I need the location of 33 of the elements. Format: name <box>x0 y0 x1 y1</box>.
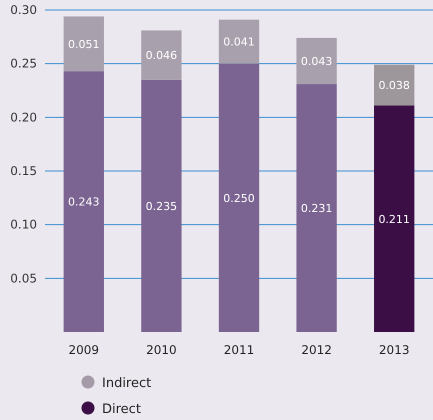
bar <box>374 64 414 106</box>
y-tick-label: 0.05 <box>10 271 37 286</box>
data-label: 0.043 <box>300 54 332 68</box>
x-tick-label: 2011 <box>224 343 254 357</box>
data-label: 0.038 <box>378 79 410 92</box>
y-tick-label: 0.20 <box>10 110 37 124</box>
legend-label: Indirect <box>102 376 152 391</box>
bar <box>64 71 104 332</box>
bar <box>296 38 337 84</box>
data-label: 0.235 <box>146 200 178 213</box>
y-tick-label: 0.25 <box>10 56 37 71</box>
bar <box>218 64 260 332</box>
bar <box>374 106 414 332</box>
data-label: 0.231 <box>300 202 332 216</box>
bar <box>218 20 260 64</box>
data-label: 0.046 <box>146 49 178 62</box>
bar <box>296 84 337 332</box>
y-tick-label: 0.10 <box>10 218 37 232</box>
data-label: 0.041 <box>223 36 255 49</box>
data-label: 0.250 <box>223 192 255 205</box>
y-tick-label: 0.30 <box>10 3 37 17</box>
data-label: 0.211 <box>378 212 410 226</box>
x-tick-label: 2010 <box>146 343 177 357</box>
bar <box>64 16 104 72</box>
legend-label: Direct <box>102 402 141 417</box>
y-tick-label: 0.15 <box>10 164 37 178</box>
data-label: 0.051 <box>68 38 100 51</box>
bar <box>141 80 182 332</box>
bar <box>141 30 182 80</box>
x-tick-label: 2009 <box>68 343 100 357</box>
x-tick-label: 2012 <box>301 343 332 357</box>
x-tick-label: 2013 <box>378 343 410 357</box>
data-label: 0.243 <box>68 196 100 209</box>
